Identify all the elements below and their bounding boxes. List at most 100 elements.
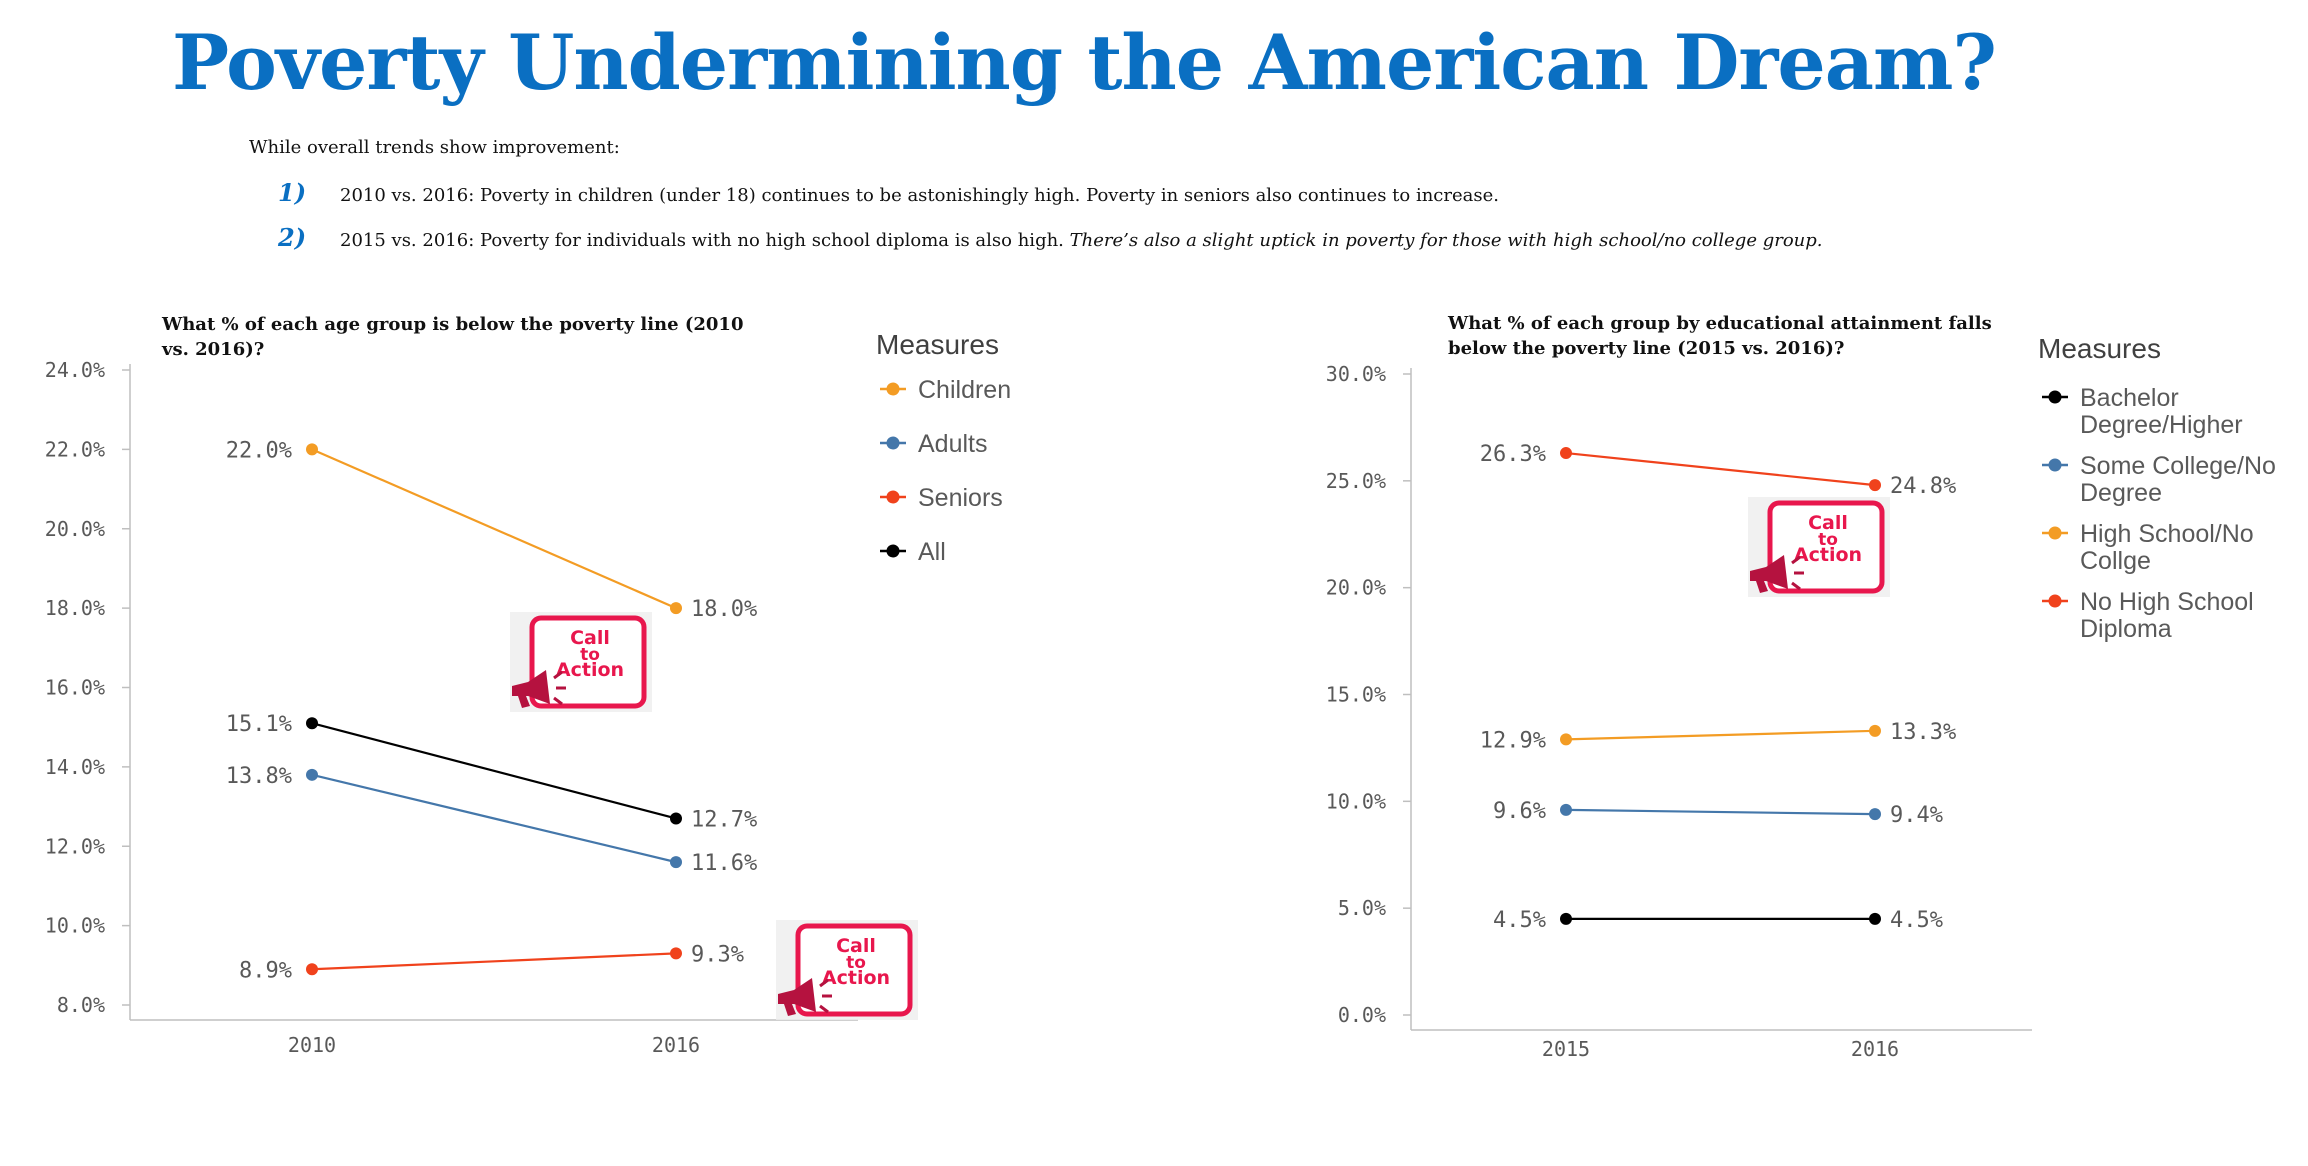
data-label: 12.7% (691, 807, 757, 832)
legend-label: Degree/Higher (2080, 411, 2243, 439)
legend-swatch-dot (2048, 526, 2062, 540)
legend-swatch-dot (2048, 594, 2062, 608)
series-bachelor-degree-higher: 4.5% 4.5% (1493, 908, 1943, 933)
series-line (1565, 729, 1876, 741)
series-line (311, 773, 677, 864)
cta-text-line1: Call (836, 935, 876, 957)
data-label: 18.0% (691, 597, 757, 622)
chart-title-line: below the poverty line (2015 vs. 2016)? (1448, 338, 1844, 359)
series-line (311, 952, 677, 971)
y-tick-label: 8.0% (57, 993, 105, 1017)
data-label: 4.5% (1493, 908, 1546, 933)
data-point (670, 947, 682, 960)
point-1: 1) 2010 vs. 2016: Poverty in children (un… (278, 178, 1499, 207)
legend-label: Children (918, 376, 1011, 404)
legend-swatch-dot (886, 382, 900, 396)
series-seniors: 8.9% 9.3% (239, 942, 744, 983)
megaphone-sound-lines (819, 978, 832, 1014)
series-some-college-no-degree: 9.6% 9.4% (1493, 799, 1943, 828)
cta-sign-frame (1767, 500, 1885, 594)
legend-swatch-dot (2048, 458, 2062, 472)
series-all: 15.1% 12.7% (226, 712, 757, 832)
y-tick-label: 10.0% (1326, 789, 1386, 813)
data-label: 9.3% (691, 942, 744, 967)
data-point (1560, 803, 1572, 816)
y-tick-label: 12.0% (45, 834, 105, 858)
y-tick-label: 5.0% (1338, 896, 1386, 920)
legend-label: No High School (2080, 588, 2254, 616)
legend-label: Degree (2080, 479, 2162, 507)
y-tick-label: 20.0% (1326, 576, 1386, 600)
legend: Measures Children Adults Seniors All (876, 329, 1011, 566)
point-number: 2) (278, 223, 307, 252)
series-children: 22.0% 18.0% (226, 438, 757, 622)
legend-label: All (918, 538, 946, 566)
y-tick-label: 24.0% (45, 358, 105, 382)
data-point (1869, 912, 1881, 925)
data-point (306, 717, 318, 730)
data-point (306, 963, 318, 976)
page-title: Poverty Undermining the American Dream? (172, 18, 1997, 107)
data-label: 4.5% (1890, 908, 1943, 933)
chart-title-line: What % of each age group is below the po… (161, 314, 743, 335)
cta-text-line3: Action (1794, 544, 1862, 566)
cta-text-line1: Call (1808, 512, 1848, 534)
data-point (1869, 479, 1881, 492)
legend-swatch-dot (886, 490, 900, 504)
y-tick-label: 0.0% (1338, 1003, 1386, 1027)
cta-text-line2: to (1818, 530, 1838, 550)
cta-text-line3: Action (556, 659, 624, 681)
legend-swatch-dot (886, 544, 900, 558)
legend-title: Measures (2038, 333, 2161, 364)
legend-label: Diploma (2080, 615, 2172, 643)
data-point (670, 812, 682, 825)
legend-label: Seniors (918, 484, 1003, 512)
legend-swatch-dot (886, 436, 900, 450)
data-point (670, 856, 682, 869)
megaphone-body (512, 670, 550, 704)
cta-sign-frame (529, 615, 647, 709)
chart-2: What % of each group by educational atta… (1326, 313, 2276, 1061)
cta-text-line3: Action (822, 967, 890, 989)
data-point (1560, 447, 1572, 460)
x-tick-label: 2016 (652, 1033, 700, 1057)
megaphone-handle (1756, 581, 1768, 593)
cta-text-line1: Call (570, 627, 610, 649)
y-tick-label: 14.0% (45, 755, 105, 779)
y-tick-label: 20.0% (45, 517, 105, 541)
data-point (1869, 808, 1881, 821)
series-line (1565, 451, 1876, 487)
data-point (306, 443, 318, 456)
data-label: 22.0% (226, 438, 292, 463)
legend-label: High School/No (2080, 520, 2254, 548)
megaphone-icon (1750, 555, 1804, 593)
megaphone-icon (512, 670, 566, 708)
x-tick-label: 2010 (288, 1033, 336, 1057)
legend-label: Collge (2080, 547, 2151, 575)
data-label: 13.3% (1890, 720, 1956, 745)
y-tick-label: 25.0% (1326, 469, 1386, 493)
point-2: 2) 2015 vs. 2016: Poverty for individuals… (278, 223, 1823, 252)
data-label: 15.1% (226, 712, 292, 737)
data-point (1560, 912, 1572, 925)
series-line (1565, 808, 1876, 816)
megaphone-handle (784, 1004, 796, 1016)
y-tick-label: 22.0% (45, 437, 105, 461)
series-adults: 13.8% 11.6% (226, 764, 757, 876)
series-high-school-no-collge: 12.9% 13.3% (1480, 720, 1956, 754)
point-italic-text: There’s also a slight uptick in poverty … (1069, 230, 1823, 251)
megaphone-body (1750, 555, 1788, 589)
data-label: 13.8% (226, 764, 292, 789)
data-label: 9.6% (1493, 799, 1546, 824)
data-point (1560, 733, 1572, 746)
megaphone-body (778, 978, 816, 1012)
point-number: 1) (278, 178, 307, 207)
data-point (1869, 724, 1881, 737)
data-label: 12.9% (1480, 728, 1546, 753)
chart-title-line: What % of each group by educational atta… (1447, 313, 1992, 334)
series-line (311, 448, 677, 610)
